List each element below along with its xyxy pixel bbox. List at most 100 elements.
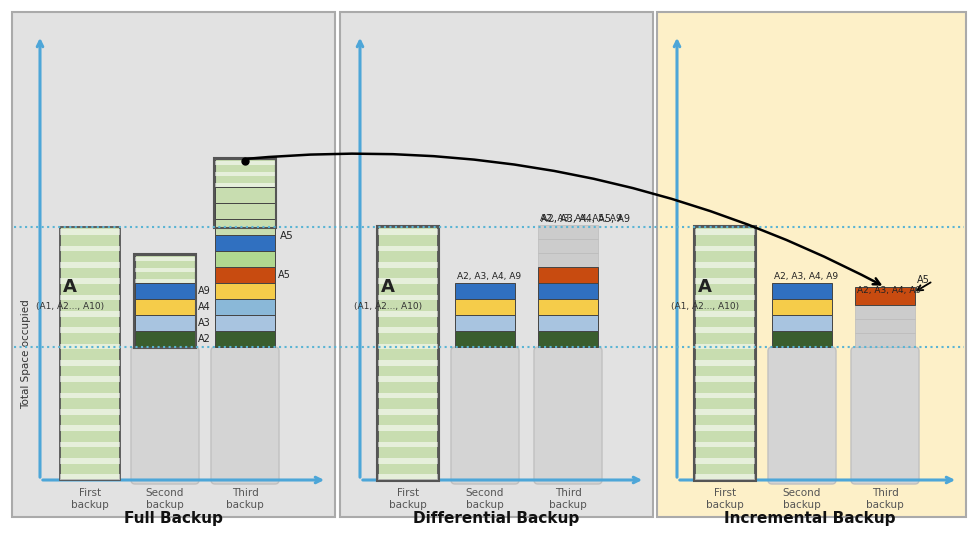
Bar [135, 257, 195, 261]
FancyBboxPatch shape [12, 12, 334, 517]
Text: (A1, A2..., A10): (A1, A2..., A10) [670, 302, 738, 312]
Bar [694, 409, 754, 415]
Bar [215, 315, 275, 331]
Bar [214, 158, 276, 228]
Bar [378, 393, 437, 398]
Bar [538, 315, 598, 331]
Bar [215, 203, 275, 219]
Bar [378, 278, 437, 284]
Bar [60, 227, 120, 480]
Text: A5: A5 [280, 231, 293, 241]
Bar [60, 458, 120, 464]
Bar [135, 255, 195, 283]
Bar [60, 229, 120, 235]
Bar [854, 319, 914, 333]
Bar [378, 295, 437, 300]
FancyBboxPatch shape [131, 347, 199, 484]
Bar [378, 425, 437, 431]
Bar [694, 344, 754, 349]
Bar [215, 183, 275, 187]
Text: Incremental Backup: Incremental Backup [724, 511, 895, 526]
Bar [694, 328, 754, 333]
Text: A2: A2 [198, 334, 210, 344]
Bar [694, 278, 754, 284]
Bar [538, 267, 598, 283]
Text: Third
backup: Third backup [226, 488, 264, 510]
Text: A: A [63, 278, 77, 296]
Bar [60, 311, 120, 317]
Text: Total Space occupied: Total Space occupied [21, 299, 31, 409]
Text: Full Backup: Full Backup [123, 511, 222, 526]
Bar [538, 225, 598, 239]
Text: A: A [697, 278, 711, 296]
Bar [772, 315, 831, 331]
Bar [694, 393, 754, 398]
Bar [694, 377, 754, 382]
Text: First
backup: First backup [71, 488, 109, 510]
Bar [60, 425, 120, 431]
Bar [60, 360, 120, 366]
Bar [135, 331, 195, 347]
Bar [694, 360, 754, 366]
Bar [378, 360, 437, 366]
Text: (A1, A2..., A10): (A1, A2..., A10) [354, 302, 422, 312]
Text: A5: A5 [916, 275, 929, 285]
Bar [378, 458, 437, 464]
FancyBboxPatch shape [850, 347, 918, 484]
Bar [694, 295, 754, 300]
Bar [60, 246, 120, 251]
Text: A2, A3, A4, A9: A2, A3, A4, A9 [457, 272, 520, 281]
Bar [378, 377, 437, 382]
Text: Second
backup: Second backup [146, 488, 184, 510]
Text: A3: A3 [198, 318, 210, 328]
Bar [455, 331, 514, 347]
Bar [215, 219, 275, 235]
FancyBboxPatch shape [451, 347, 518, 484]
Bar [538, 331, 598, 347]
Text: A2, A3, A4, A9: A2, A3, A4, A9 [774, 272, 837, 281]
Bar [378, 328, 437, 333]
Bar [378, 441, 437, 447]
Bar [378, 311, 437, 317]
Bar [378, 229, 437, 235]
Bar [60, 262, 120, 268]
Bar [538, 253, 598, 267]
FancyBboxPatch shape [767, 347, 835, 484]
Bar [772, 283, 831, 299]
Bar [693, 226, 755, 481]
FancyBboxPatch shape [533, 347, 601, 484]
Bar [60, 377, 120, 382]
Bar [60, 344, 120, 349]
Bar [135, 268, 195, 272]
Text: A5: A5 [278, 270, 290, 280]
FancyBboxPatch shape [656, 12, 965, 517]
Bar [694, 262, 754, 268]
Bar [60, 441, 120, 447]
Text: Second
backup: Second backup [782, 488, 821, 510]
Bar [134, 254, 196, 348]
Bar [694, 441, 754, 447]
Bar [694, 425, 754, 431]
Bar [694, 229, 754, 235]
Text: Differential Backup: Differential Backup [413, 511, 579, 526]
Text: A4: A4 [198, 302, 210, 312]
Bar [694, 227, 754, 480]
Bar [60, 474, 120, 480]
Bar [694, 474, 754, 480]
Bar [60, 295, 120, 300]
Text: Third
backup: Third backup [549, 488, 586, 510]
Bar [378, 227, 437, 480]
Bar [378, 474, 437, 480]
Bar [60, 393, 120, 398]
Bar [215, 235, 275, 251]
Bar [854, 333, 914, 347]
Bar [215, 283, 275, 299]
Text: A2, A3, A4, A9: A2, A3, A4, A9 [856, 286, 920, 295]
Bar [378, 344, 437, 349]
FancyBboxPatch shape [339, 12, 652, 517]
Text: A2, A3, A4, A5, A9: A2, A3, A4, A5, A9 [540, 214, 621, 223]
Bar [135, 279, 195, 283]
Bar [215, 187, 275, 203]
Bar [60, 278, 120, 284]
Bar [377, 226, 438, 481]
